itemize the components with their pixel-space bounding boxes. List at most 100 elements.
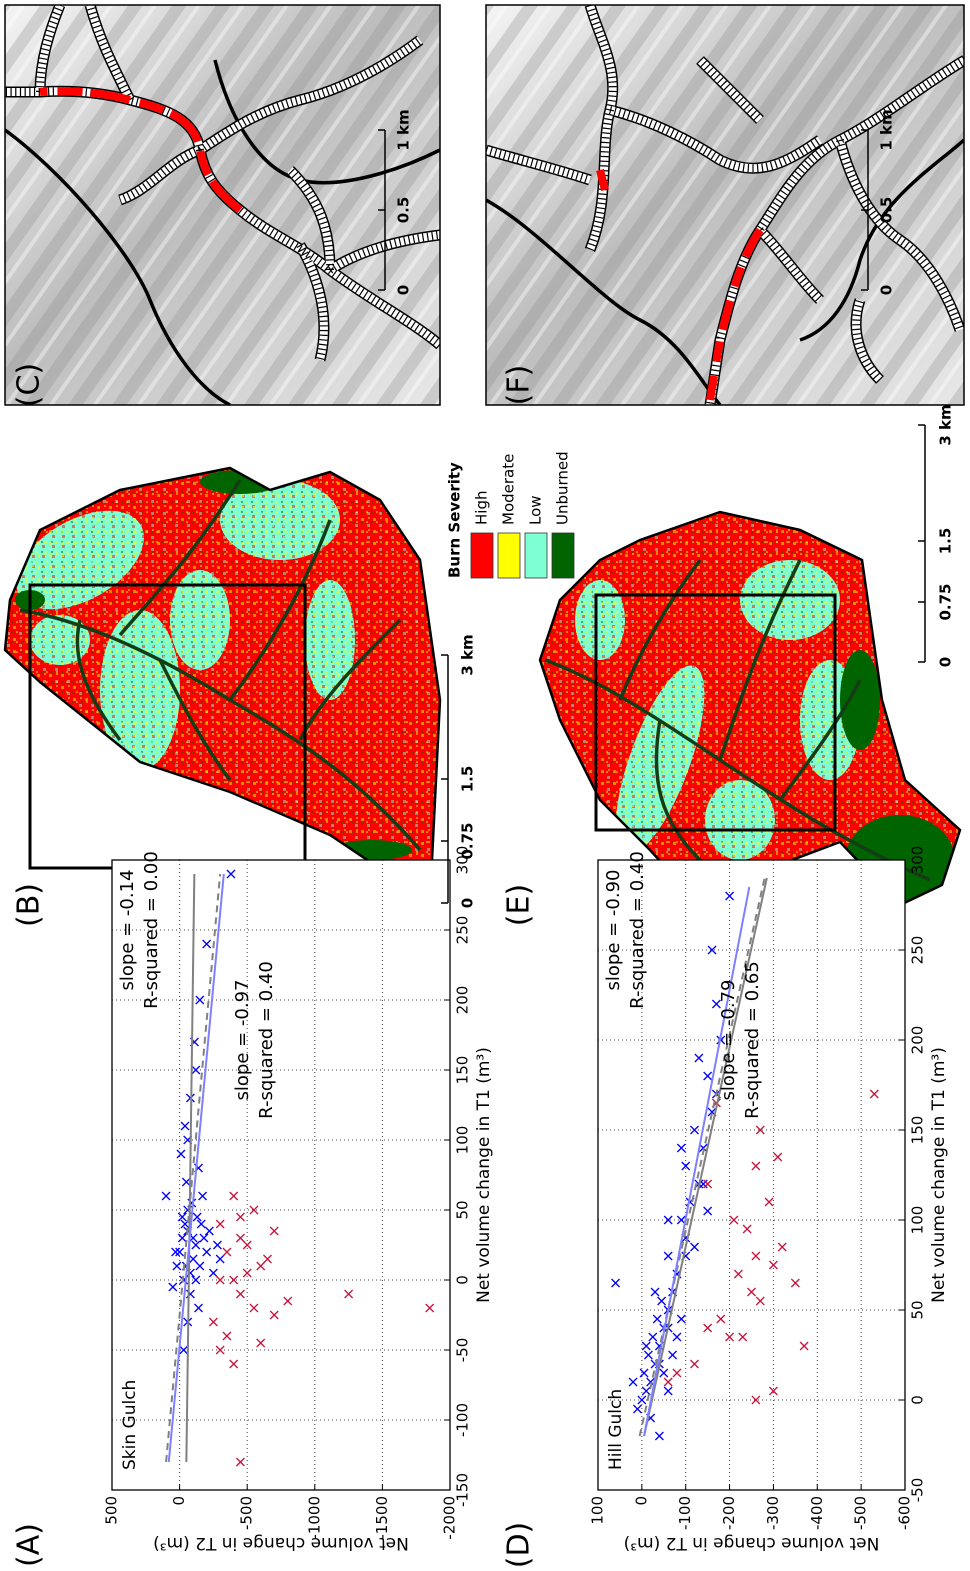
scatter-marker bbox=[663, 1251, 673, 1261]
hillshade-map-f-part-part bbox=[799, 138, 964, 342]
scale-label: 0.75 bbox=[937, 583, 955, 620]
scatter-marker bbox=[711, 999, 721, 1009]
x-tick-label: 0 bbox=[454, 1275, 472, 1285]
scatter-marker bbox=[249, 1303, 259, 1313]
scatter-marker bbox=[194, 1303, 203, 1313]
hillshade-map-f-part bbox=[486, 138, 964, 405]
scatter-marker bbox=[738, 1332, 748, 1342]
scatter-marker bbox=[755, 1296, 765, 1306]
legend-label: High bbox=[473, 491, 491, 525]
scatter-marker bbox=[663, 1215, 673, 1225]
scatter-marker bbox=[751, 1161, 761, 1171]
scatter-marker bbox=[703, 1206, 713, 1216]
scatter-marker bbox=[226, 869, 236, 879]
scatter-marker bbox=[657, 1296, 667, 1306]
panel-label: (D) bbox=[502, 1522, 537, 1569]
scatter-marker bbox=[195, 1261, 205, 1271]
y-tick-label: -600 bbox=[896, 1496, 914, 1530]
burn-map-b-part-part bbox=[158, 659, 232, 782]
hillshade-map-c bbox=[5, 5, 440, 405]
legend-swatch bbox=[470, 532, 494, 579]
scatter-marker bbox=[188, 1254, 198, 1264]
scatter-marker bbox=[242, 1240, 252, 1250]
scatter-marker bbox=[177, 1233, 187, 1243]
x-tick-label: 300 bbox=[909, 846, 927, 875]
scatter-marker bbox=[668, 1350, 678, 1360]
scatter-marker bbox=[773, 1152, 783, 1162]
y-tick-label: -100 bbox=[676, 1496, 694, 1530]
scatter-marker bbox=[269, 1310, 279, 1320]
scatter-marker bbox=[650, 1287, 660, 1297]
hillshade-map-f bbox=[486, 5, 964, 405]
panel-label: (A) bbox=[12, 1523, 47, 1567]
scatter-marker bbox=[229, 1359, 239, 1369]
y-tick-label: 0 bbox=[170, 1496, 188, 1506]
scatter-marker bbox=[202, 939, 212, 949]
burn-map-e-part-part bbox=[654, 719, 702, 862]
legend-label: Unburned bbox=[554, 451, 572, 525]
annotation: slope = -0.90 bbox=[603, 870, 624, 991]
map-frame bbox=[4, 4, 441, 406]
x-tick-label: 150 bbox=[454, 1056, 472, 1085]
scatter-marker bbox=[202, 1247, 212, 1257]
panel-label: (E) bbox=[502, 884, 537, 926]
x-tick-label: 200 bbox=[909, 1026, 927, 1055]
scatter-marker bbox=[659, 1368, 669, 1378]
hillshade-map-f-part bbox=[596, 169, 609, 191]
scatter-marker bbox=[222, 1331, 232, 1341]
burn-map-e-part-part bbox=[618, 558, 702, 701]
scatter-marker bbox=[208, 1268, 218, 1278]
legend-swatch bbox=[497, 532, 521, 579]
scale-label: 3 km bbox=[459, 634, 477, 675]
scatter-marker bbox=[690, 1125, 699, 1135]
scatter-marker bbox=[663, 1377, 673, 1387]
x-tick-label: 300 bbox=[454, 846, 472, 875]
burn-map-e-part-part-part bbox=[840, 650, 880, 750]
x-tick-label: 100 bbox=[909, 1206, 927, 1235]
y-tick-label: -500 bbox=[238, 1496, 256, 1530]
scatter-marker bbox=[171, 1247, 181, 1257]
scatter-marker bbox=[256, 1338, 266, 1348]
x-tick-label: -100 bbox=[454, 1403, 472, 1437]
scatter-marker bbox=[641, 1341, 651, 1351]
scatter-marker bbox=[222, 1247, 232, 1257]
panel-label: (C) bbox=[12, 363, 47, 407]
scatter-marker bbox=[768, 1386, 778, 1396]
scatter-marker bbox=[751, 1251, 761, 1261]
x-tick-label: 250 bbox=[454, 916, 472, 945]
fit-line bbox=[167, 873, 225, 1463]
scatter-marker bbox=[208, 1317, 218, 1327]
scatter-marker bbox=[229, 1191, 239, 1201]
burn-map-b-part bbox=[3, 466, 442, 884]
scale-label: 1 km bbox=[878, 109, 896, 150]
burn-map-b-part-part bbox=[75, 619, 122, 742]
scatter-marker bbox=[681, 1161, 691, 1171]
burn-map-b-part-part bbox=[228, 519, 332, 702]
scatter-marker bbox=[181, 1177, 191, 1187]
legend-label: Low bbox=[527, 495, 545, 525]
legend-swatch bbox=[524, 532, 548, 579]
scatter-marker bbox=[161, 1191, 171, 1201]
scatter-marker bbox=[179, 1345, 189, 1355]
scatter-marker bbox=[799, 1341, 809, 1351]
x-tick-label: 200 bbox=[454, 986, 472, 1015]
y-tick-label: 0 bbox=[632, 1496, 650, 1506]
legend-title: Burn Severity bbox=[446, 462, 464, 578]
scatter-marker bbox=[235, 1233, 245, 1243]
burn-map-b-part-part bbox=[5, 468, 440, 882]
burn-map-b-part-part bbox=[298, 618, 402, 741]
scatter-marker bbox=[198, 1191, 208, 1201]
scatter-marker bbox=[175, 1247, 185, 1257]
y-tick-label: 100 bbox=[589, 1496, 607, 1525]
scatter-marker bbox=[648, 1332, 658, 1342]
y-tick-label: -400 bbox=[808, 1496, 826, 1530]
scatter-marker bbox=[690, 1242, 699, 1252]
scale-label: 1.5 bbox=[459, 766, 477, 793]
scatter-marker bbox=[703, 1323, 713, 1333]
scatter-marker bbox=[215, 1219, 225, 1229]
scatter-marker bbox=[672, 1332, 682, 1342]
fit-line bbox=[643, 877, 768, 1437]
scatter-marker bbox=[185, 1268, 195, 1278]
